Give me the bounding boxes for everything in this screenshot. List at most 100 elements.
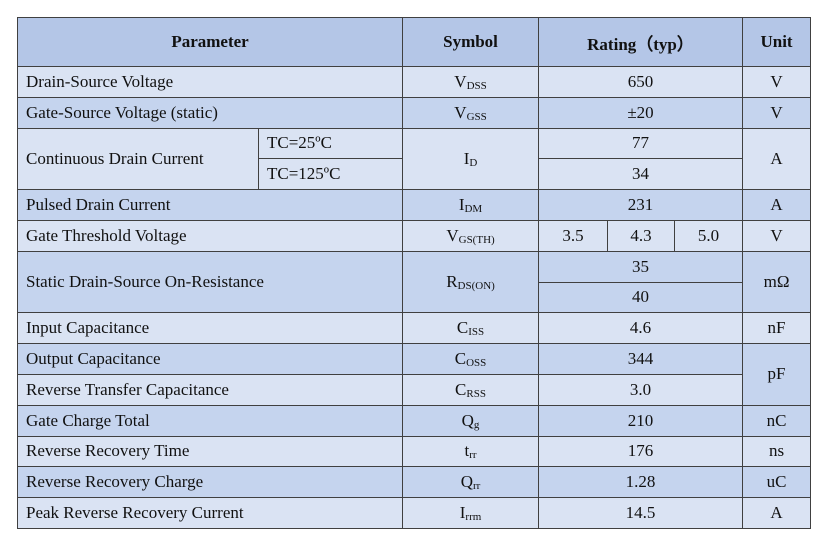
symbol-main: V	[446, 225, 459, 245]
rating-cell: 344	[538, 343, 744, 375]
parameter-cell: Peak Reverse Recovery Current	[16, 497, 404, 529]
symbol-cell: Qrr	[402, 466, 540, 499]
table-row: Gate Charge Total Qg 210 nC	[16, 404, 812, 437]
symbol-cell: CISS	[402, 312, 540, 345]
condition-cell: TC=25ºC	[257, 127, 404, 160]
header-cell: Unit	[742, 17, 812, 67]
symbol-main: I	[458, 195, 465, 215]
symbol-cell: VGSS	[402, 96, 540, 129]
table-row: Peak Reverse Recovery Current Irrm 14.5 A	[16, 497, 812, 529]
symbol-cell: ID	[402, 127, 540, 191]
symbol-cell: trr	[402, 435, 540, 468]
parameter-cell: Drain-Source Voltage	[16, 66, 404, 98]
table-row: Reverse Recovery Charge Qrr 1.28 uC	[16, 466, 812, 499]
table-row: TC=125ºC 34	[18, 158, 811, 191]
rating-cell: 4.3	[607, 219, 676, 252]
table-row: Input Capacitance CISS 4.6 nF	[16, 312, 812, 345]
table-row: Gate-Source Voltage (static) VGSS ±20 V	[16, 96, 812, 129]
table-row: Drain-Source Voltage VDSS 650 V	[16, 66, 812, 98]
unit-cell: V	[742, 96, 812, 129]
table-row: Continuous Drain Current TC=25ºC ID 77 A	[17, 127, 812, 191]
symbol-sub: DS(ON)	[457, 280, 495, 293]
table-row: Pulsed Drain Current IDM 231 A	[16, 189, 812, 221]
header-row: Parameter Symbol Rating（typ） Unit	[16, 17, 812, 67]
rating-cell: 210	[538, 404, 744, 437]
parameter-cell: Reverse Transfer Capacitance	[16, 373, 404, 406]
parameter-cell: Output Capacitance	[16, 343, 404, 375]
parameter-cell: Input Capacitance	[16, 312, 404, 345]
parameter-cell: Gate Charge Total	[16, 404, 404, 437]
unit-cell: ns	[742, 435, 812, 468]
symbol-cell: IDM	[402, 189, 540, 221]
parameter-cell: Continuous Drain Current	[17, 127, 259, 191]
rating-cell: 4.6	[538, 312, 744, 345]
symbol-cell: RDS(ON)	[402, 250, 540, 314]
symbol-sub: g	[473, 418, 480, 431]
symbol-main: V	[454, 102, 467, 122]
parameter-cell: Static Drain-Source On-Resistance	[16, 250, 404, 314]
symbol-cell: CRSS	[402, 373, 540, 406]
rating-cell: 650	[538, 66, 744, 98]
unit-cell: A	[742, 127, 812, 191]
symbol-main: C	[456, 318, 469, 338]
symbol-sub: GS(TH)	[458, 233, 495, 246]
rating-cell: 40	[538, 281, 744, 314]
table-row: 40	[18, 281, 811, 314]
symbol-sub: D	[469, 156, 478, 169]
rating-cell: 1.28	[538, 466, 744, 499]
rating-cell: 34	[538, 158, 744, 191]
unit-cell: V	[742, 219, 812, 252]
condition-cell: TC=125ºC	[257, 158, 404, 191]
rating-cell: 3.0	[538, 373, 744, 406]
ratings-table: Parameter Symbol Rating（typ） Unit Drain-…	[16, 17, 812, 529]
parameter-cell: Reverse Recovery Charge	[16, 466, 404, 499]
symbol-main: C	[454, 349, 467, 369]
symbol-main: Q	[461, 410, 474, 430]
symbol-sub: DM	[464, 203, 483, 216]
rating-cell: 3.5	[538, 219, 609, 252]
symbol-cell: VDSS	[402, 66, 540, 98]
unit-cell: mΩ	[742, 250, 812, 314]
parameter-cell: Gate Threshold Voltage	[16, 219, 404, 252]
header-cell: Rating（typ）	[538, 17, 744, 67]
symbol-cell: Qg	[402, 404, 540, 437]
unit-cell: uC	[742, 466, 812, 499]
rating-cell: ±20	[538, 96, 744, 129]
table-row: Reverse Transfer Capacitance CRSS 3.0	[16, 373, 811, 406]
header-cell: Parameter	[16, 17, 404, 67]
rating-cell: 14.5	[538, 497, 744, 529]
symbol-main: I	[459, 503, 466, 523]
unit-cell: pF	[742, 343, 812, 406]
rating-cell: 231	[538, 189, 744, 221]
parameter-cell: Pulsed Drain Current	[16, 189, 404, 221]
rating-cell: 5.0	[674, 219, 744, 252]
rating-cell: 77	[538, 127, 744, 160]
symbol-cell: Irrm	[402, 497, 540, 529]
unit-cell: nC	[742, 404, 812, 437]
table-row: Output Capacitance COSS 344 pF	[16, 343, 812, 406]
rating-cell: 35	[538, 250, 744, 283]
symbol-sub: rr	[469, 449, 477, 462]
symbol-main: Q	[460, 472, 473, 492]
table-row: Reverse Recovery Time trr 176 ns	[16, 435, 812, 468]
symbol-main: C	[455, 379, 467, 399]
unit-cell: A	[742, 189, 812, 221]
symbol-main: I	[463, 148, 470, 168]
unit-cell: V	[742, 66, 812, 98]
symbol-sub: ISS	[468, 326, 485, 339]
symbol-cell: VGS(TH)	[402, 219, 540, 252]
parameter-cell: Reverse Recovery Time	[16, 435, 404, 468]
symbol-sub: OSS	[466, 357, 487, 370]
rating-cell: 176	[538, 435, 744, 468]
symbol-main: t	[464, 441, 470, 461]
symbol-main: V	[454, 71, 467, 91]
symbol-sub: rr	[472, 480, 481, 493]
unit-cell: A	[742, 497, 812, 529]
symbol-cell: COSS	[402, 343, 540, 375]
symbol-main: R	[446, 272, 458, 292]
parameter-cell: Gate-Source Voltage (static)	[16, 96, 404, 129]
header-cell: Symbol	[402, 17, 540, 67]
table-row: Static Drain-Source On-Resistance RDS(ON)…	[16, 250, 812, 314]
symbol-sub: GSS	[466, 110, 487, 123]
